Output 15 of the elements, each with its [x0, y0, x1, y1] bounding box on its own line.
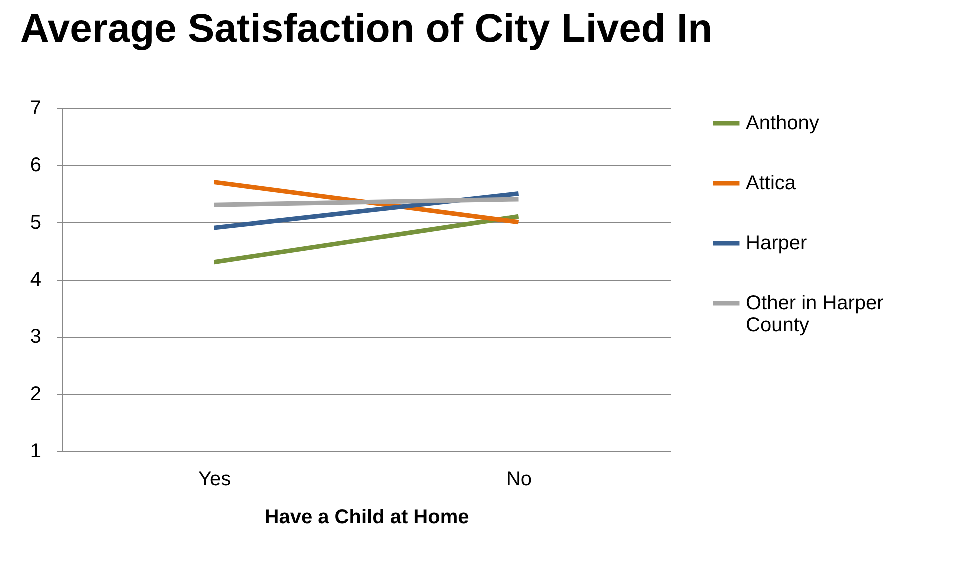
x-tick-label: No	[506, 468, 532, 490]
y-tick-label: 2	[30, 383, 42, 406]
y-tick-label: 5	[30, 212, 42, 234]
legend-label: Anthony	[746, 112, 820, 134]
y-tick-label: 6	[30, 154, 42, 177]
y-tick-label: 1	[30, 440, 42, 462]
chart-title: Average Satisfaction of City Lived In	[20, 7, 713, 51]
y-tick-label: 4	[30, 269, 42, 291]
legend-label: Other in Harper County	[746, 292, 884, 336]
y-tick-label: 7	[30, 98, 42, 120]
x-tick-label: Yes	[198, 468, 232, 490]
legend-label: Attica	[746, 172, 797, 194]
legend-label: Harper	[746, 232, 808, 254]
y-tick-label: 3	[30, 326, 42, 348]
x-axis-title: Have a Child at Home	[264, 506, 470, 528]
